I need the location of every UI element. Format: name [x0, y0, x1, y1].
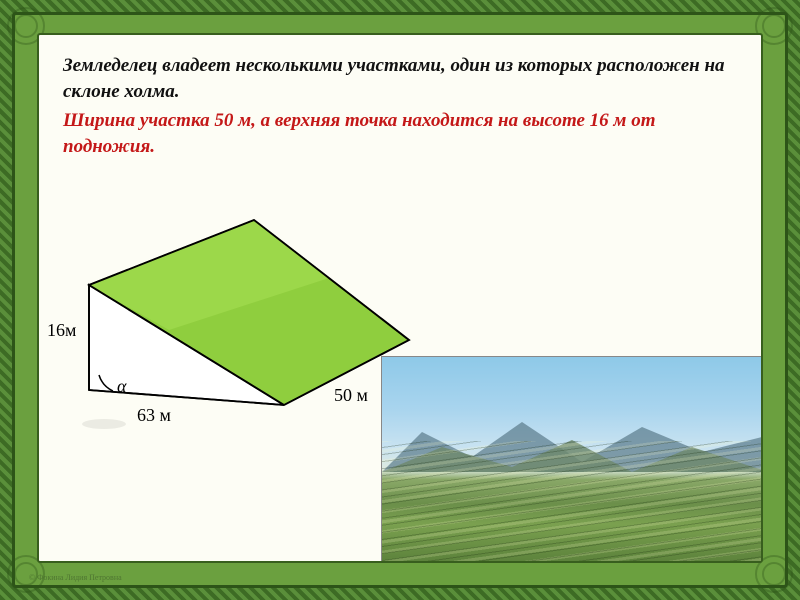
content-panel: Земледелец владеет несколькими участками… — [37, 33, 763, 563]
problem-statement-line1: Земледелец владеет несколькими участками… — [63, 53, 737, 104]
slide-outer-pattern: Земледелец владеет несколькими участками… — [0, 0, 800, 600]
author-credit: © Фокина Лидия Петровна — [29, 573, 122, 582]
label-width: 50 м — [334, 385, 368, 406]
geometry-diagram: 16м 63 м 50 м α — [69, 200, 429, 430]
problem-text: Земледелец владеет несколькими участками… — [63, 53, 737, 160]
label-base: 63 м — [137, 405, 171, 426]
terraced-hills-photo — [381, 356, 761, 561]
photo-terraces — [382, 441, 761, 561]
label-angle: α — [117, 376, 126, 397]
slide-frame: Земледелец владеет несколькими участками… — [12, 12, 788, 588]
shadow-ellipse — [82, 419, 126, 429]
label-height: 16м — [47, 320, 76, 341]
problem-statement-line2: Ширина участка 50 м, а верхняя точка нах… — [63, 108, 737, 159]
